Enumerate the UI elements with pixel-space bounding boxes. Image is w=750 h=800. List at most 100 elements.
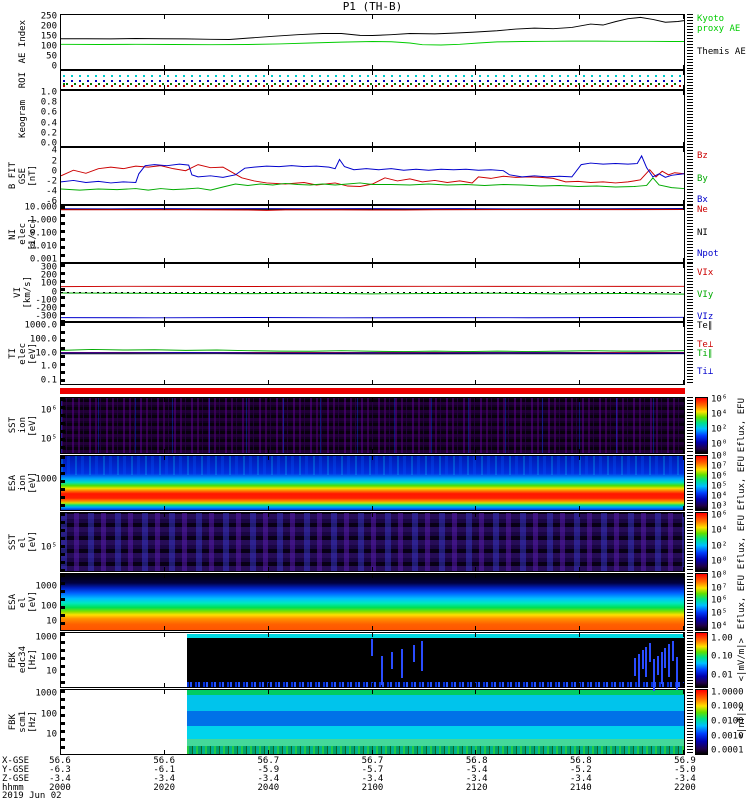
x-tick xyxy=(683,323,684,327)
colorbar-tick: 10⁶ xyxy=(711,394,728,405)
x-tick xyxy=(579,148,581,152)
spectral-band xyxy=(186,725,684,739)
bottom-axis-value: -3.4 xyxy=(153,774,175,784)
x-tick xyxy=(60,398,61,402)
x-tick xyxy=(579,65,581,69)
y-tick-label: 1000.0 xyxy=(24,320,57,331)
x-tick xyxy=(475,456,477,460)
colorbar-unit-sst-ion: Eflux, EFU xyxy=(736,397,749,454)
y-tick-label: -200 xyxy=(35,303,57,314)
x-tick xyxy=(163,71,165,75)
x-tick xyxy=(163,574,165,578)
y-tick-label: 100 xyxy=(40,709,57,720)
series-Ti par xyxy=(61,348,684,353)
x-tick xyxy=(475,264,477,268)
y-tick-label: 10.0 xyxy=(35,348,57,358)
colorbar-tick: 0.0010 xyxy=(711,731,744,742)
x-tick xyxy=(163,200,165,204)
bottom-axis-value: 56.7 xyxy=(361,756,384,766)
x-tick xyxy=(163,456,165,460)
colorbar-tick: 10⁶ xyxy=(711,471,728,482)
x-tick xyxy=(371,449,373,453)
colorbar-tick: 1.00 xyxy=(711,633,733,644)
x-tick xyxy=(579,449,581,453)
x-tick xyxy=(163,85,165,89)
x-tick xyxy=(683,148,684,152)
x-tick xyxy=(579,750,581,754)
bottom-axis-value: -3.4 xyxy=(674,774,696,784)
x-tick xyxy=(683,456,684,460)
y-tick-label: 10 xyxy=(46,666,57,677)
bottom-axis-value: -5.9 xyxy=(257,765,280,775)
bottom-axis-value: -3.4 xyxy=(49,774,71,784)
axis-label-sst-el: SST el [eV] xyxy=(2,512,44,572)
bottom-axis-value: -3.4 xyxy=(569,774,592,784)
colorbar-unit-text: Eflux, EFU xyxy=(737,574,747,630)
minor-ticks-left xyxy=(61,264,65,321)
x-tick xyxy=(60,456,61,460)
x-tick xyxy=(683,626,684,630)
bottom-axis-value: 56.6 xyxy=(49,756,71,766)
x-tick xyxy=(683,380,684,384)
axis-label-keogram: Keogram xyxy=(2,90,44,147)
x-tick xyxy=(60,626,61,630)
bottom-axis-value: 2040 xyxy=(257,783,280,793)
x-tick xyxy=(60,633,61,637)
axis-label-text: NI xyxy=(7,228,18,240)
x-tick xyxy=(267,200,269,204)
y-tick-label: 0.8 xyxy=(40,97,57,108)
spectral-band xyxy=(61,456,684,476)
x-tick xyxy=(579,91,581,95)
y-tick-label: 100 xyxy=(40,652,57,663)
x-tick xyxy=(267,142,269,146)
y-tick-label: -100 xyxy=(35,295,57,306)
x-tick xyxy=(579,206,581,210)
x-tick xyxy=(163,258,165,262)
x-tick xyxy=(683,142,684,146)
x-tick xyxy=(60,91,61,95)
axis-label-text: el xyxy=(17,596,28,608)
colorbar-tick: 10⁵ xyxy=(711,608,728,619)
x-tick xyxy=(371,323,373,327)
colorbar-unit-text: Eflux, EFU xyxy=(737,514,747,570)
x-tick xyxy=(371,65,373,69)
y-tick-label: 0 xyxy=(51,61,57,72)
y-tick-label: 0 xyxy=(51,287,57,297)
data-region xyxy=(186,690,684,754)
x-tick xyxy=(60,683,61,687)
x-tick xyxy=(371,574,373,578)
minor-ticks-left xyxy=(61,456,65,510)
y-tick-label: 2 xyxy=(51,156,57,167)
y-tick-label: 1000 xyxy=(35,581,57,592)
colorbar-tick: 0.01 xyxy=(711,670,733,681)
dotted-flag-line xyxy=(63,80,682,82)
x-tick xyxy=(267,65,269,69)
colorbar-unit-text: Eflux, EFU xyxy=(737,455,747,511)
x-tick xyxy=(60,567,61,571)
y-tick-label: 0.1 xyxy=(40,375,57,386)
axis-label-text: ion xyxy=(17,417,28,434)
x-tick xyxy=(683,506,684,510)
y-tick-label: 0.0 xyxy=(40,138,57,149)
bottom-axis-row-label: hhmm xyxy=(2,783,24,793)
burst-line xyxy=(653,659,656,691)
bottom-axis-value: -3.4 xyxy=(361,774,384,784)
colorbar-unit-sst-el: Eflux, EFU xyxy=(736,512,749,572)
minor-ticks-right xyxy=(687,512,693,572)
x-tick xyxy=(475,398,477,402)
axis-label-sst-ion: SST ion [eV] xyxy=(2,397,44,454)
colorbar-tick: 0.10 xyxy=(711,651,733,662)
x-tick xyxy=(371,148,373,152)
panel-sst-ion: 10⁶ 10⁵ xyxy=(41,397,685,454)
burst-line xyxy=(637,654,640,685)
x-tick xyxy=(579,380,581,384)
spectral-band xyxy=(186,638,684,682)
x-tick xyxy=(579,506,581,510)
minor-ticks-left xyxy=(61,513,65,571)
y-tick-label: 0.010 xyxy=(29,241,57,252)
colorbar-tick: 10⁶ xyxy=(711,510,728,521)
colorbar-tick: 10⁴ xyxy=(711,409,728,420)
burst-line xyxy=(664,648,667,669)
axis-label-text: B FIT xyxy=(7,162,18,190)
x-tick xyxy=(60,574,61,578)
